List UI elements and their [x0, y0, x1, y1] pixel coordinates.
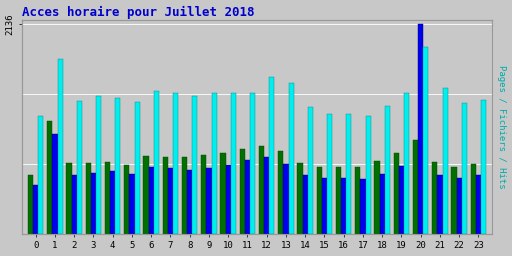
Bar	[322, 178, 327, 234]
Bar	[283, 164, 289, 234]
Bar	[250, 93, 255, 234]
Bar	[385, 106, 390, 234]
Bar	[240, 149, 245, 234]
Bar	[374, 161, 379, 234]
Bar	[148, 167, 154, 234]
Bar	[206, 168, 211, 234]
Bar	[105, 162, 110, 234]
Bar	[135, 102, 140, 234]
Bar	[38, 116, 44, 234]
Bar	[91, 173, 96, 234]
Bar	[72, 175, 77, 234]
Bar	[130, 174, 135, 234]
Bar	[303, 175, 308, 234]
Bar	[404, 93, 409, 234]
Bar	[442, 88, 447, 234]
Bar	[269, 77, 274, 234]
Bar	[379, 174, 385, 234]
Bar	[452, 167, 457, 234]
Bar	[481, 100, 486, 234]
Bar	[308, 107, 313, 234]
Bar	[77, 101, 82, 234]
Bar	[187, 170, 193, 234]
Y-axis label: Pages / Fichiers / Hits: Pages / Fichiers / Hits	[498, 65, 506, 189]
Bar	[366, 116, 371, 234]
Bar	[182, 157, 187, 234]
Bar	[173, 93, 178, 234]
Bar	[278, 151, 283, 234]
Bar	[193, 96, 198, 234]
Bar	[86, 163, 91, 234]
Bar	[297, 163, 303, 234]
Bar	[47, 121, 52, 234]
Bar	[115, 98, 120, 234]
Bar	[67, 163, 72, 234]
Bar	[57, 59, 62, 234]
Bar	[143, 156, 148, 234]
Bar	[110, 171, 115, 234]
Bar	[462, 103, 467, 234]
Bar	[33, 185, 38, 234]
Bar	[163, 157, 168, 234]
Bar	[154, 91, 159, 234]
Bar	[52, 134, 57, 234]
Bar	[124, 165, 130, 234]
Bar	[471, 164, 476, 234]
Bar	[341, 178, 346, 234]
Bar	[399, 166, 404, 234]
Bar	[360, 179, 366, 234]
Bar	[457, 178, 462, 234]
Bar	[418, 24, 423, 234]
Bar	[336, 167, 341, 234]
Bar	[413, 141, 418, 234]
Bar	[231, 93, 236, 234]
Bar	[264, 157, 269, 234]
Bar	[316, 167, 322, 234]
Bar	[327, 114, 332, 234]
Bar	[226, 165, 231, 234]
Bar	[168, 168, 173, 234]
Bar	[245, 160, 250, 234]
Bar	[394, 153, 399, 234]
Bar	[96, 96, 101, 234]
Bar	[289, 82, 294, 234]
Bar	[211, 93, 217, 234]
Bar	[259, 146, 264, 234]
Bar	[28, 175, 33, 234]
Text: Acces horaire pour Juillet 2018: Acces horaire pour Juillet 2018	[22, 6, 254, 19]
Bar	[476, 175, 481, 234]
Bar	[346, 114, 351, 234]
Bar	[355, 167, 360, 234]
Bar	[423, 47, 429, 234]
Bar	[201, 155, 206, 234]
Bar	[432, 162, 437, 234]
Bar	[220, 153, 226, 234]
Bar	[437, 175, 442, 234]
